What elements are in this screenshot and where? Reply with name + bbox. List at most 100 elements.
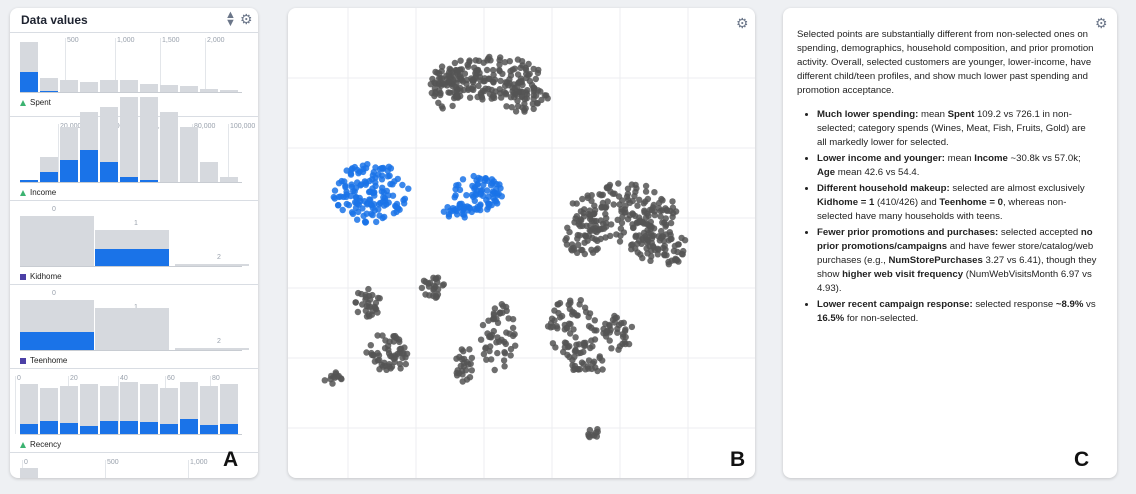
data-point[interactable]	[678, 234, 685, 242]
data-point[interactable]	[465, 361, 472, 368]
data-point[interactable]	[365, 285, 372, 293]
data-point[interactable]	[401, 200, 408, 207]
data-point[interactable]	[341, 178, 348, 185]
data-point[interactable]	[512, 108, 520, 115]
data-point[interactable]	[396, 206, 403, 213]
data-point[interactable]	[586, 227, 593, 234]
data-point[interactable]	[579, 195, 586, 203]
data-point[interactable]	[472, 70, 479, 77]
data-point[interactable]	[443, 72, 450, 79]
data-point[interactable]	[647, 230, 655, 237]
data-point[interactable]	[438, 68, 445, 75]
data-point[interactable]	[582, 232, 589, 240]
data-point[interactable]	[525, 60, 532, 68]
data-point[interactable]	[556, 314, 564, 321]
data-point[interactable]	[631, 212, 639, 220]
data-point[interactable]	[509, 66, 516, 73]
data-point[interactable]	[577, 222, 584, 230]
data-point[interactable]	[498, 94, 505, 101]
data-point[interactable]	[496, 338, 503, 345]
histogram-bar-all[interactable]	[120, 97, 138, 182]
data-point[interactable]	[489, 66, 497, 74]
histogram-bar-selected[interactable]	[100, 162, 118, 182]
data-point[interactable]	[585, 323, 593, 330]
data-point[interactable]	[496, 61, 503, 68]
data-point[interactable]	[455, 181, 462, 189]
data-point[interactable]	[357, 182, 364, 189]
data-point[interactable]	[402, 360, 409, 368]
data-point[interactable]	[460, 355, 468, 363]
histogram-bar-selected[interactable]	[80, 150, 98, 182]
data-point[interactable]	[566, 343, 573, 350]
histogram-bar-all[interactable]	[200, 89, 218, 92]
histogram-bar-all[interactable]	[200, 386, 218, 434]
data-point[interactable]	[479, 192, 487, 199]
data-point[interactable]	[679, 251, 686, 258]
data-point[interactable]	[532, 75, 539, 83]
histogram-bar-all[interactable]	[180, 86, 198, 92]
data-point[interactable]	[475, 82, 482, 90]
data-point[interactable]	[610, 201, 617, 208]
data-point[interactable]	[651, 189, 658, 196]
data-point[interactable]	[563, 241, 571, 248]
data-point[interactable]	[590, 358, 598, 365]
data-point[interactable]	[427, 81, 434, 88]
data-point[interactable]	[619, 340, 626, 348]
data-point[interactable]	[606, 321, 613, 329]
data-point[interactable]	[581, 342, 589, 349]
histogram-bar-all[interactable]	[220, 90, 238, 92]
data-point[interactable]	[354, 216, 361, 223]
data-point[interactable]	[528, 81, 536, 89]
data-point[interactable]	[495, 190, 502, 197]
data-point[interactable]	[661, 219, 668, 226]
data-point[interactable]	[432, 294, 439, 301]
data-point[interactable]	[628, 181, 635, 188]
histogram-kidhome[interactable]: 0 1 2 Kidhome	[10, 204, 258, 286]
data-point[interactable]	[608, 221, 615, 228]
data-point[interactable]	[334, 202, 342, 209]
data-point[interactable]	[447, 66, 454, 74]
data-point[interactable]	[456, 353, 463, 361]
data-point[interactable]	[632, 233, 639, 240]
data-point[interactable]	[490, 71, 497, 79]
histogram-teenhome[interactable]: 0 1 2 Teenhome	[10, 288, 258, 370]
data-point[interactable]	[502, 79, 509, 86]
data-point[interactable]	[530, 105, 537, 113]
data-point[interactable]	[461, 214, 468, 221]
data-point[interactable]	[594, 245, 601, 252]
data-point[interactable]	[468, 85, 476, 93]
data-point[interactable]	[534, 87, 542, 94]
data-point[interactable]	[454, 93, 461, 101]
data-point[interactable]	[348, 209, 356, 216]
data-point[interactable]	[371, 303, 378, 310]
data-point[interactable]	[437, 91, 444, 99]
data-point[interactable]	[572, 334, 579, 341]
data-point[interactable]	[390, 355, 398, 362]
data-point[interactable]	[654, 251, 661, 258]
data-point[interactable]	[430, 286, 437, 294]
data-point[interactable]	[374, 332, 381, 339]
data-point[interactable]	[405, 185, 412, 192]
data-point[interactable]	[587, 344, 594, 352]
data-point[interactable]	[667, 219, 675, 227]
data-point[interactable]	[532, 92, 540, 99]
data-point[interactable]	[667, 235, 674, 243]
data-point[interactable]	[348, 181, 355, 188]
data-point[interactable]	[494, 319, 502, 326]
data-point[interactable]	[672, 208, 680, 215]
data-point[interactable]	[449, 102, 456, 110]
data-point[interactable]	[534, 69, 542, 77]
histogram-bar-all[interactable]	[80, 82, 98, 92]
data-point[interactable]	[321, 377, 328, 384]
data-point[interactable]	[603, 327, 611, 335]
data-point[interactable]	[543, 92, 550, 99]
data-point[interactable]	[599, 199, 607, 207]
data-point[interactable]	[529, 100, 536, 108]
data-point[interactable]	[354, 200, 361, 208]
histogram-bar-selected[interactable]	[20, 332, 94, 350]
data-point[interactable]	[641, 209, 648, 216]
data-point[interactable]	[506, 58, 513, 65]
data-point[interactable]	[564, 224, 571, 231]
data-point[interactable]	[381, 202, 388, 209]
data-point[interactable]	[571, 219, 578, 226]
